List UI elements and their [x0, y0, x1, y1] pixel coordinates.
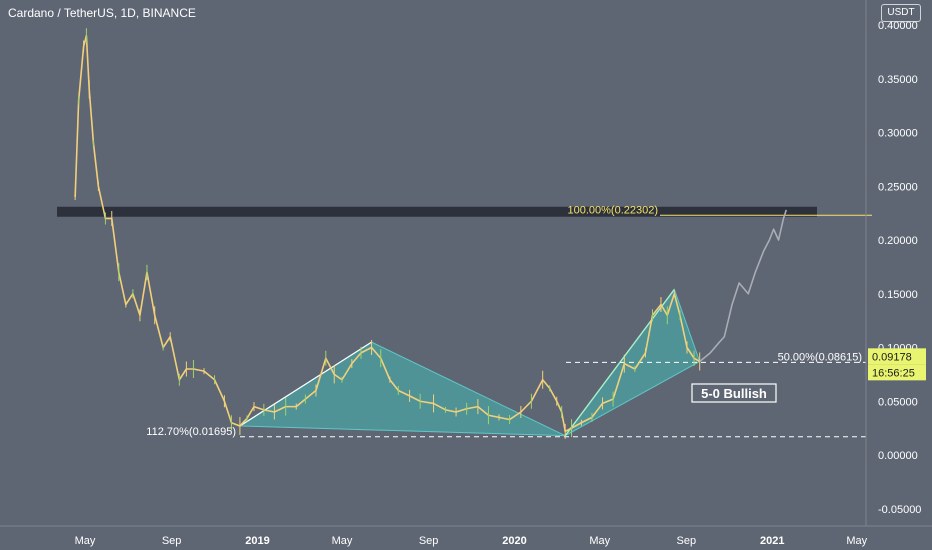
- fib-50-label: 50.00%(0.08615): [778, 351, 862, 363]
- x-tick-label: Sep: [677, 535, 697, 547]
- y-tick-label: 0.20000: [878, 235, 918, 247]
- fib-levels-layer: [240, 214, 872, 438]
- x-tick-label: 2019: [245, 535, 269, 547]
- annotation-layer: 100.00%(0.22302) 50.00%(0.08615) 112.70%(0…: [146, 204, 926, 438]
- y-tick-label: 0.05000: [878, 396, 918, 408]
- chart-title: Cardano / TetherUS, 1D, BINANCE: [8, 6, 196, 20]
- x-tick-label: May: [589, 535, 610, 547]
- projection-series-line: [699, 209, 788, 363]
- y-tick-label: 0.30000: [878, 128, 918, 140]
- pattern-label-box[interactable]: [691, 383, 777, 403]
- resistance-zone-layer: [57, 206, 817, 217]
- x-tick-label: May: [332, 535, 353, 547]
- x-tick-label: May: [846, 535, 867, 547]
- countdown-badge: [868, 364, 926, 381]
- y-axis: -0.050000.000000.050000.100000.150000.20…: [865, 0, 921, 526]
- last-price-badge: [868, 348, 926, 365]
- countdown-label: 16:56:25: [872, 367, 915, 379]
- pattern-leg-bc: [564, 289, 675, 437]
- price-series-layer: [74, 28, 788, 439]
- pattern-triangle-xab: [238, 341, 566, 437]
- x-axis: May Sep 2019 May Sep 2020 May Sep 2021 May: [0, 525, 932, 547]
- x-tick-label: 2021: [760, 535, 784, 547]
- x-tick-label: 2020: [502, 535, 526, 547]
- pattern-label: 5-0 Bullish: [701, 386, 767, 401]
- x-tick-label: May: [75, 535, 96, 547]
- y-tick-label: 0.00000: [878, 450, 918, 462]
- y-tick-label: 0.35000: [878, 74, 918, 86]
- x-tick-label: Sep: [419, 535, 439, 547]
- currency-unit-button[interactable]: USDT: [881, 4, 921, 22]
- last-price-label: 0.09178: [872, 351, 912, 363]
- y-tick-label: 0.25000: [878, 181, 918, 193]
- price-series-line: [74, 34, 701, 433]
- y-tick-label: -0.05000: [878, 504, 921, 516]
- resistance-zone[interactable]: [57, 206, 817, 217]
- y-tick-label: 0.40000: [878, 20, 918, 32]
- fib-100-label: 100.00%(0.22302): [567, 204, 658, 216]
- fib-112-label: 112.70%(0.01695): [146, 426, 236, 438]
- y-tick-label: 0.15000: [878, 289, 918, 301]
- pattern-leg-xa: [239, 341, 372, 427]
- x-tick-label: Sep: [162, 535, 182, 547]
